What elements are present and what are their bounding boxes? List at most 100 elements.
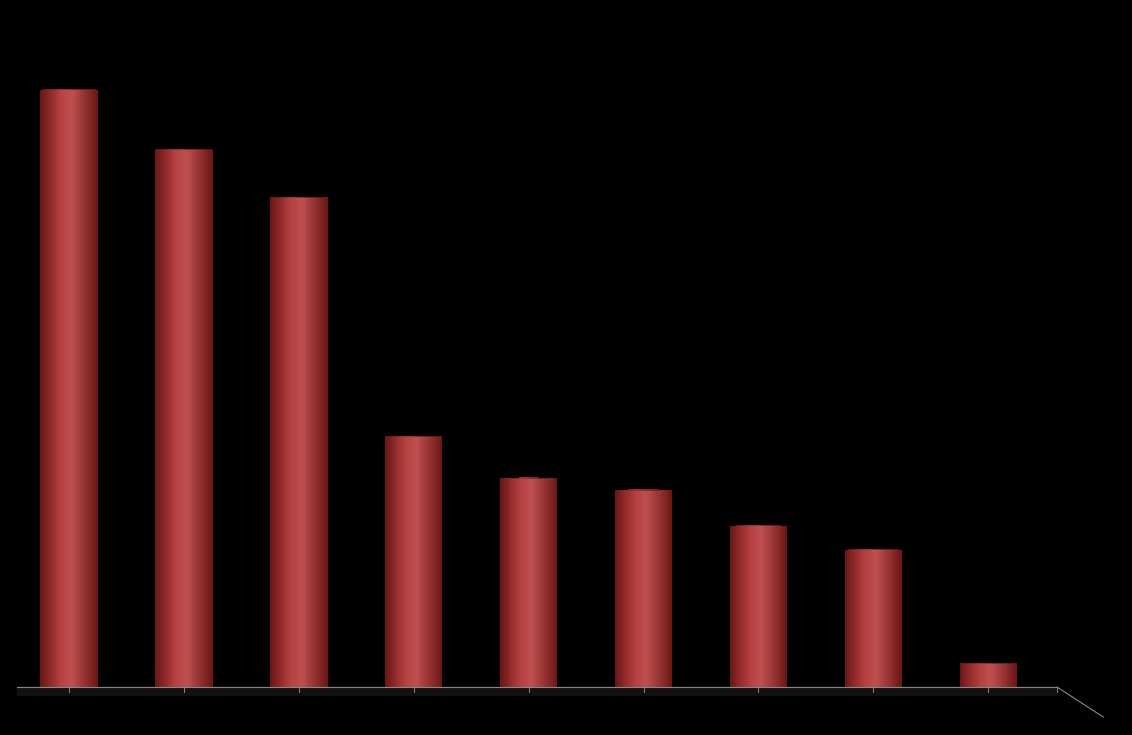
Bar bbox=[177, 148, 178, 150]
Bar bbox=[314, 197, 315, 198]
Bar bbox=[292, 197, 293, 198]
Bar bbox=[890, 549, 891, 551]
Bar bbox=[288, 197, 289, 198]
Bar bbox=[289, 197, 290, 198]
Bar bbox=[429, 436, 431, 437]
Bar bbox=[283, 197, 284, 198]
Bar bbox=[886, 549, 887, 551]
Bar bbox=[295, 196, 298, 198]
Bar bbox=[277, 197, 278, 198]
Bar bbox=[310, 197, 311, 198]
Bar bbox=[182, 148, 183, 150]
Bar bbox=[181, 148, 182, 150]
Bar bbox=[978, 663, 979, 664]
Bar bbox=[872, 549, 874, 551]
Bar bbox=[63, 89, 65, 90]
Bar bbox=[309, 197, 310, 198]
Bar bbox=[994, 663, 995, 664]
Bar bbox=[415, 436, 417, 437]
Bar bbox=[187, 148, 188, 150]
Bar bbox=[986, 663, 987, 664]
Bar bbox=[186, 148, 187, 150]
Bar bbox=[989, 663, 992, 664]
Bar bbox=[299, 196, 300, 198]
Bar bbox=[866, 549, 867, 551]
Bar bbox=[423, 436, 426, 437]
Bar bbox=[398, 436, 400, 437]
Bar bbox=[71, 89, 74, 90]
Bar bbox=[979, 663, 981, 664]
Bar bbox=[1002, 663, 1003, 664]
Bar bbox=[402, 436, 404, 437]
Bar bbox=[75, 89, 76, 90]
Bar bbox=[966, 663, 967, 664]
Bar bbox=[426, 436, 427, 437]
Bar bbox=[1009, 663, 1010, 664]
Bar bbox=[62, 89, 63, 90]
Bar bbox=[422, 436, 423, 437]
Bar bbox=[170, 149, 171, 150]
Bar bbox=[174, 148, 175, 150]
Bar bbox=[436, 436, 437, 437]
Bar bbox=[865, 549, 866, 551]
Bar bbox=[887, 549, 890, 551]
Bar bbox=[972, 663, 974, 664]
Bar bbox=[977, 663, 978, 664]
Bar bbox=[418, 436, 420, 437]
Bar bbox=[983, 663, 984, 664]
Bar bbox=[91, 89, 92, 90]
Bar bbox=[205, 149, 207, 150]
Bar bbox=[294, 196, 295, 198]
Bar bbox=[198, 149, 199, 150]
Bar bbox=[192, 148, 194, 150]
Bar bbox=[86, 89, 87, 90]
Bar bbox=[410, 436, 411, 437]
Bar bbox=[306, 197, 308, 198]
Bar bbox=[70, 89, 71, 90]
Bar bbox=[59, 89, 60, 90]
Bar bbox=[48, 89, 49, 90]
Bar bbox=[861, 549, 864, 551]
Bar bbox=[164, 149, 165, 150]
Bar bbox=[84, 89, 85, 90]
Bar bbox=[50, 89, 52, 90]
Bar bbox=[1000, 663, 1002, 664]
Bar bbox=[76, 89, 78, 90]
Bar bbox=[971, 663, 972, 664]
Bar bbox=[883, 549, 885, 551]
Bar bbox=[162, 149, 164, 150]
Bar bbox=[850, 549, 852, 550]
Bar bbox=[65, 89, 66, 90]
Bar bbox=[404, 436, 405, 437]
Bar bbox=[396, 436, 398, 437]
Bar bbox=[278, 197, 280, 198]
Bar bbox=[976, 663, 977, 664]
Bar bbox=[869, 549, 871, 551]
Bar bbox=[856, 549, 858, 551]
Bar bbox=[178, 148, 180, 150]
Bar bbox=[1010, 663, 1011, 664]
Bar bbox=[320, 197, 321, 198]
Bar bbox=[188, 148, 190, 150]
Bar bbox=[891, 549, 892, 551]
Bar bbox=[311, 197, 314, 198]
Bar bbox=[993, 663, 994, 664]
Bar bbox=[190, 148, 191, 150]
Bar bbox=[417, 436, 418, 437]
Bar bbox=[987, 663, 988, 664]
Bar bbox=[391, 436, 392, 437]
Bar bbox=[434, 436, 436, 437]
Bar bbox=[420, 436, 421, 437]
Bar bbox=[68, 89, 69, 90]
Bar bbox=[406, 436, 408, 437]
Bar bbox=[315, 197, 316, 198]
Bar bbox=[53, 89, 54, 90]
Bar bbox=[282, 197, 283, 198]
Bar bbox=[316, 197, 317, 198]
Bar bbox=[308, 197, 309, 198]
Bar bbox=[293, 197, 294, 198]
Bar bbox=[408, 436, 410, 437]
Bar bbox=[997, 663, 998, 664]
Bar bbox=[80, 89, 82, 90]
Bar bbox=[875, 549, 876, 551]
